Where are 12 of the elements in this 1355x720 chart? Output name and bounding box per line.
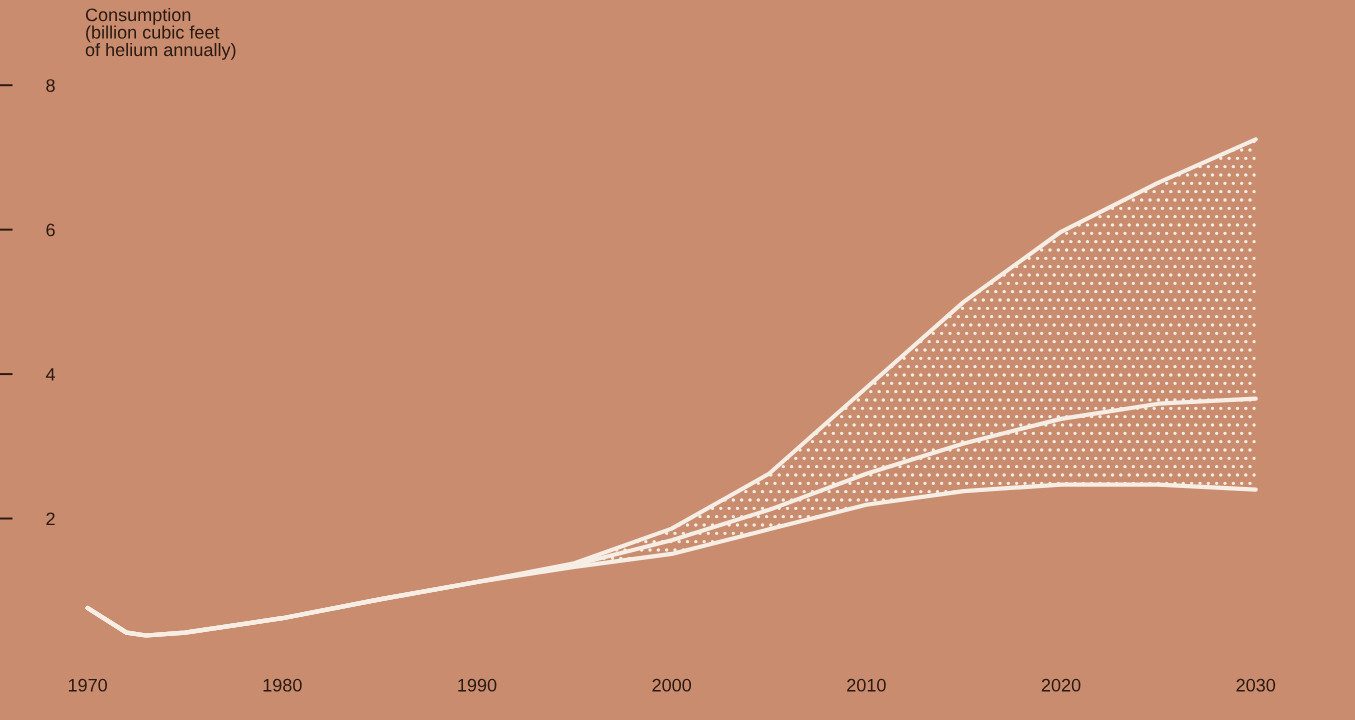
x-tick-label: 2030 — [1236, 678, 1276, 692]
x-tick-label: 2010 — [847, 678, 886, 692]
y-tick-label: 8 — [46, 79, 55, 92]
y-axis-title: Consumption (billion cubic feet of helium annually) — [85, 8, 236, 60]
x-tick-label: 1980 — [263, 678, 302, 692]
y-tick-label: 4 — [45, 368, 56, 381]
y-tick-label: 6 — [46, 223, 55, 237]
x-tick-label: 2000 — [652, 678, 692, 692]
y-tick-label: 2 — [46, 512, 55, 526]
x-tick-label: 2020 — [1041, 678, 1081, 692]
x-tick-label: 1970 — [68, 678, 107, 692]
x-tick-label: 1990 — [458, 678, 497, 692]
